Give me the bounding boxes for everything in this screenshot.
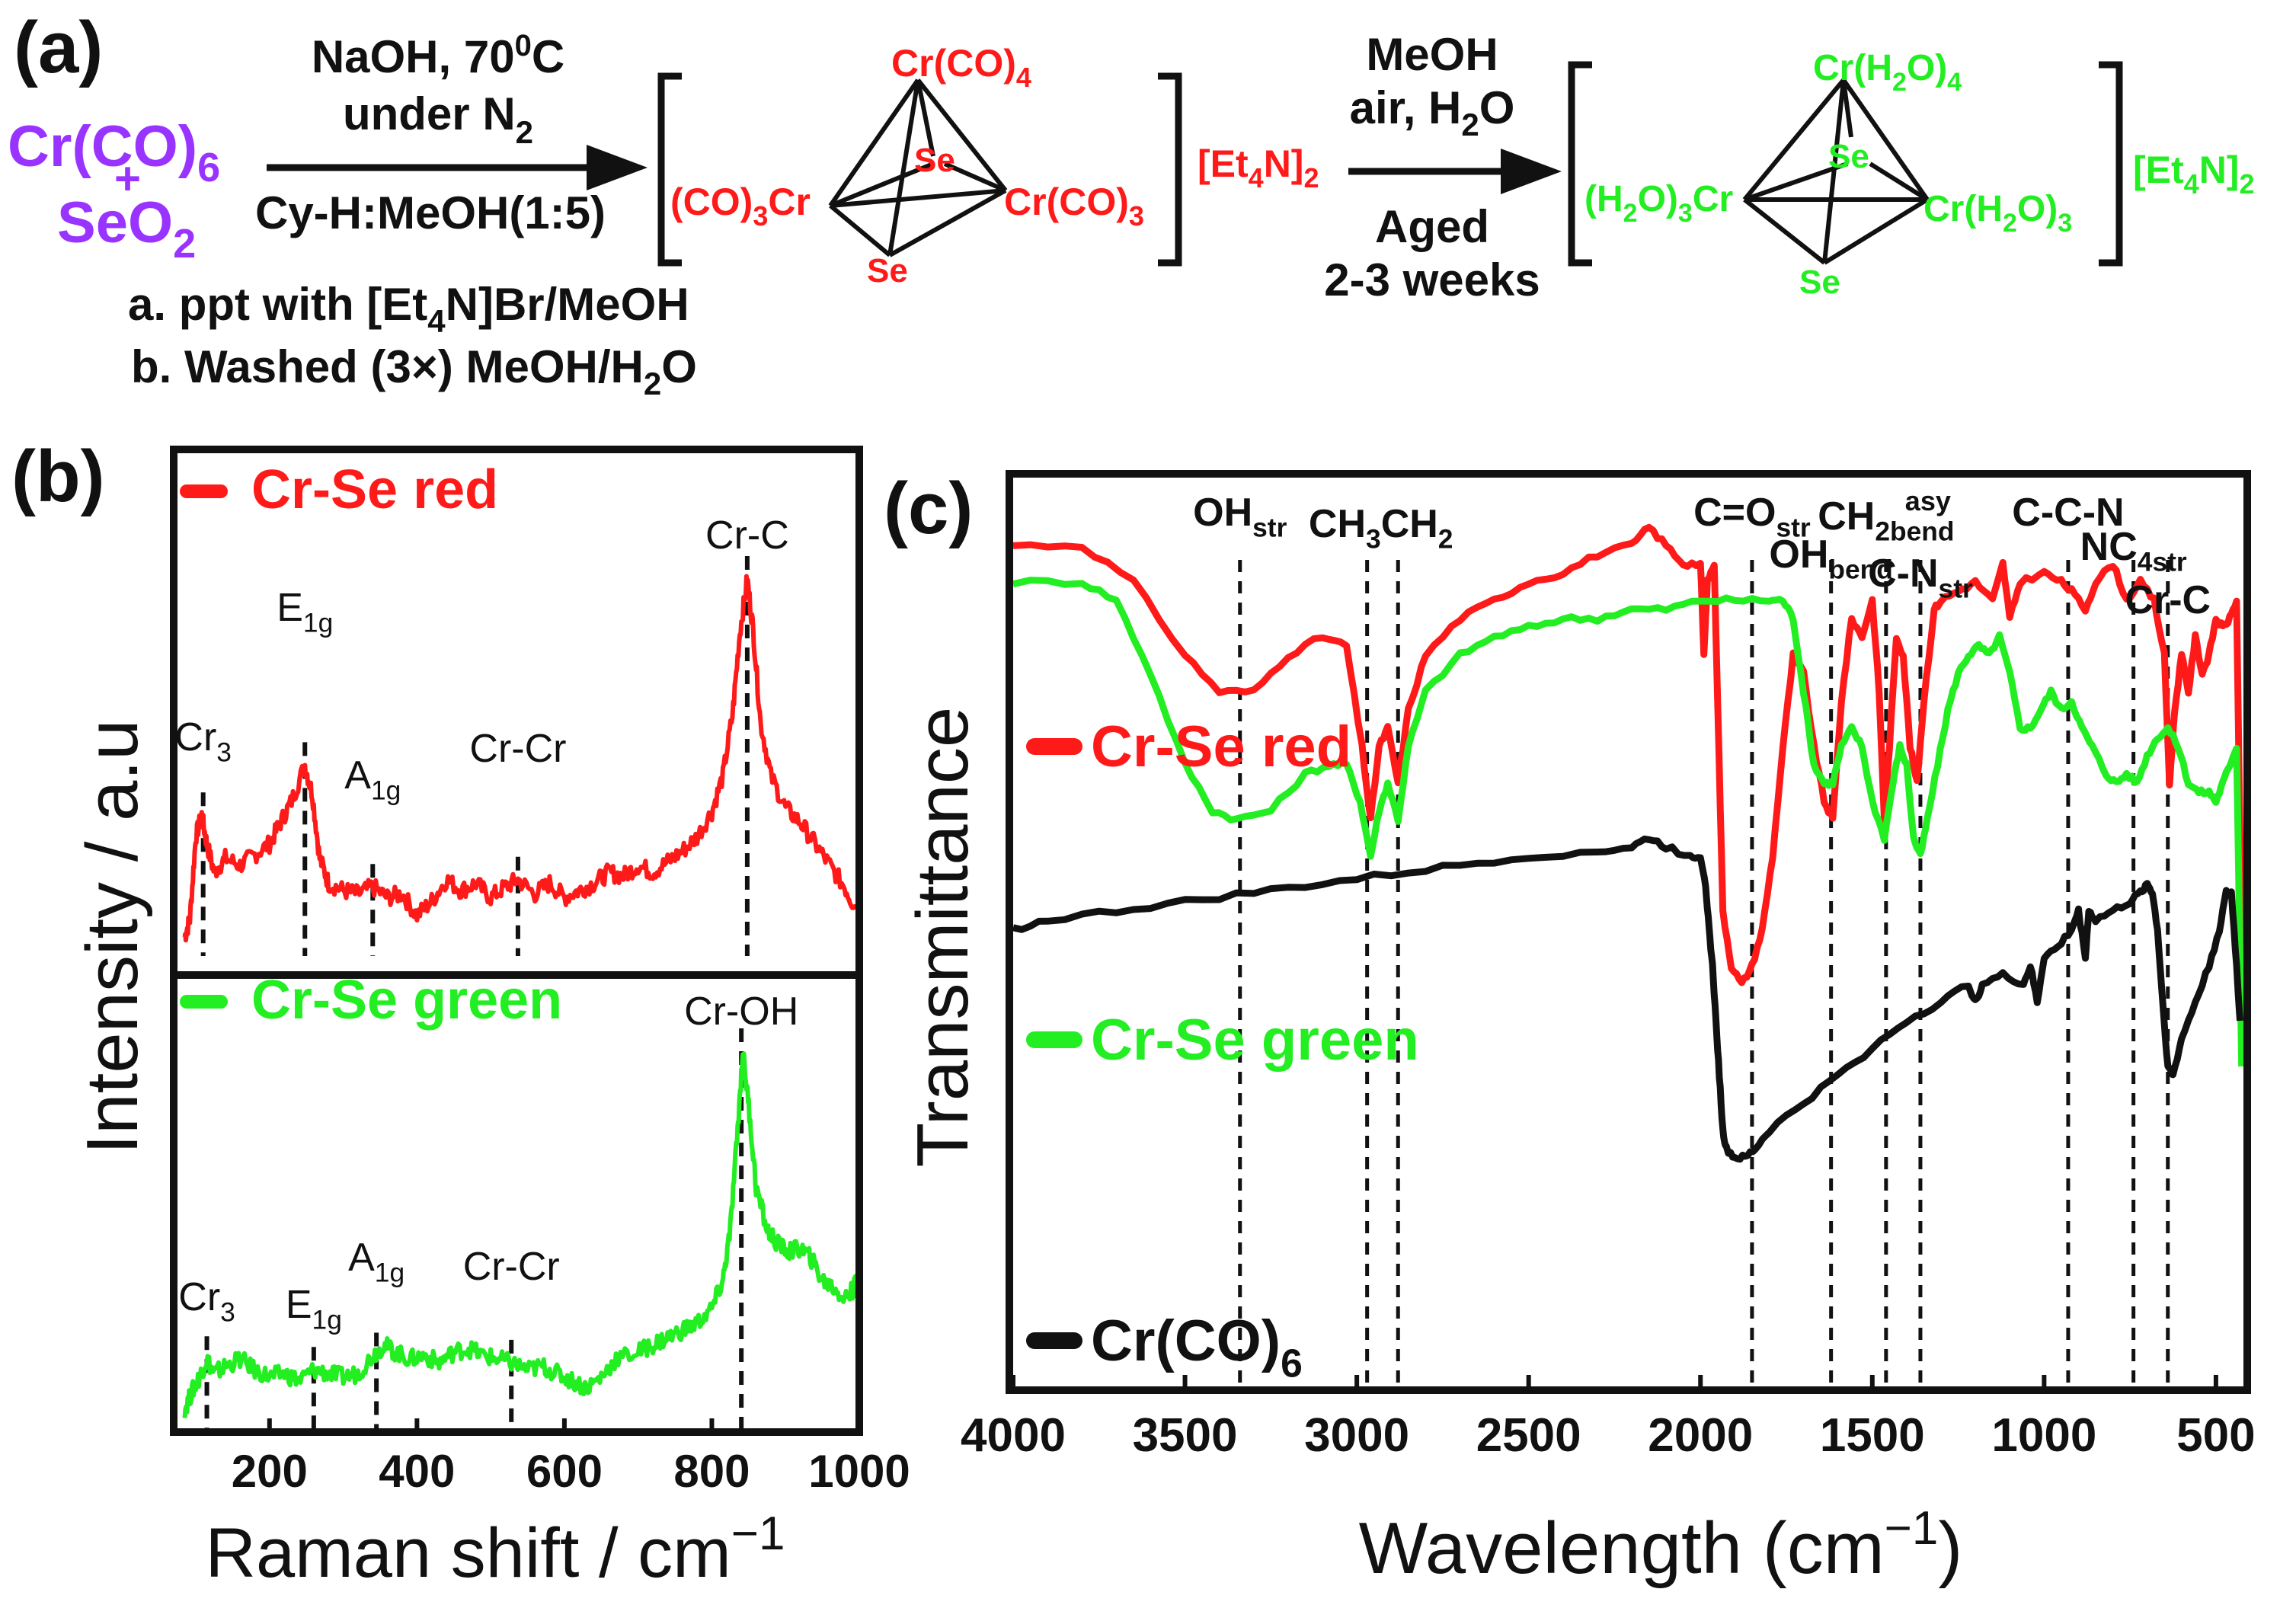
ftir-band-label: OHbend	[1769, 532, 1892, 585]
ftir-band-label-sup: asy	[1905, 485, 1951, 516]
red-complex-right-cr: Cr(CO)3	[1004, 181, 1144, 232]
raman-peak-label: Cr-C	[705, 513, 789, 558]
raman-x-tick-label: 200	[232, 1446, 308, 1497]
panel-c-ftir: (c) Transmittance Wavelength (cm−1) Cr-S…	[884, 468, 2256, 1589]
raman-peak-label: Cr-OH	[684, 990, 798, 1034]
reaction-arrow-1	[267, 145, 648, 190]
green-complex-left-cr: (H2O)3Cr	[1584, 179, 1733, 228]
red-complex-bracket-left	[657, 72, 682, 267]
ftir-x-axis-label: Wavelength (cm−1)	[1359, 1502, 1963, 1589]
ftir-legend-label: Cr-Se red	[1091, 715, 1351, 779]
step-b-text: b. Washed (3×) MeOH/H2O	[131, 341, 697, 401]
red-complex-counterion: [Et4N]2	[1198, 142, 1319, 193]
raman-peak-label: Cr-Cr	[469, 727, 566, 771]
panel-c-label: (c)	[884, 468, 973, 549]
red-complex-se-bottom: Se	[867, 252, 908, 289]
arrow1-condition-temp: NaOH, 700C	[312, 29, 564, 82]
green-complex-bracket-left	[1568, 61, 1592, 267]
red-complex-left-cr: (CO)3Cr	[670, 181, 811, 232]
ftir-y-axis-label: Transmittance	[902, 707, 983, 1168]
raman-peak-label: E1g	[277, 586, 333, 638]
ftir-band-label: C-C-N	[2012, 491, 2124, 535]
raman-peak-label: Cr-Cr	[463, 1245, 560, 1289]
step-a-text: a. ppt with [Et4N]Br/MeOH	[128, 279, 689, 339]
raman-y-axis-label: Intensity / a.u	[72, 720, 153, 1155]
ftir-band-label: C=Ostr	[1693, 491, 1811, 543]
green-complex-counterion: [Et4N]2	[2133, 149, 2254, 200]
ftir-x-tick-label: 3000	[1304, 1409, 1409, 1462]
raman-legend-label: Cr-Se green	[251, 970, 562, 1031]
reactant-cr-co6: Cr(CO)6	[8, 114, 220, 190]
reactant-seo2: SeO2	[57, 190, 196, 267]
ftir-x-tick-label: 2000	[1648, 1409, 1753, 1462]
ftir-band-label: CH3CH2	[1309, 502, 1453, 555]
plus-sign: +	[114, 153, 141, 204]
ftir-x-tick-label: 4000	[961, 1409, 1066, 1462]
red-complex-bonds	[828, 78, 1008, 257]
ftir-legend-label: Cr-Se green	[1091, 1008, 1419, 1073]
red-complex-bracket-right	[1158, 72, 1182, 267]
green-complex-top-cr: Cr(H2O)4	[1813, 48, 1962, 97]
ftir-x-tick-label: 500	[2176, 1409, 2255, 1462]
raman-legend-label: Cr-Se red	[251, 459, 498, 520]
arrow2-air-water: air, H2O	[1350, 82, 1515, 142]
ftir-series-line	[1012, 577, 2246, 1067]
ftir-band-label: C-Nstr	[1868, 552, 1973, 604]
raman-x-tick-label: 600	[526, 1446, 603, 1497]
raman-peak-label: A1g	[344, 753, 401, 806]
arrow1-condition-atmosphere: under N2	[343, 88, 533, 150]
ftir-band-label: OHstr	[1193, 491, 1287, 543]
raman-peak-label: Cr3	[178, 1275, 235, 1328]
ftir-band-label: CH2bend	[1818, 494, 1954, 547]
red-complex-se-top: Se	[914, 142, 955, 179]
red-complex-top-cr: Cr(CO)4	[891, 42, 1031, 93]
raman-peak-label: A1g	[348, 1236, 405, 1288]
raman-series-line	[182, 574, 858, 943]
ftir-band-label: Cr-C	[2125, 578, 2211, 622]
ftir-x-tick-label: 1000	[1991, 1409, 2096, 1462]
reaction-arrow-2	[1348, 149, 1562, 194]
panel-b-raman: (b) Intensity / a.u Raman shift / cm−1 C…	[11, 436, 910, 1592]
ftir-frame	[1006, 470, 2251, 1394]
arrow2-duration: 2-3 weeks	[1324, 254, 1540, 305]
ftir-x-tick-label: 3500	[1133, 1409, 1238, 1462]
raman-peak-label: E1g	[286, 1283, 342, 1335]
ftir-series-line	[1012, 835, 2243, 1163]
ftir-legend-label: Cr(CO)6	[1091, 1309, 1303, 1385]
raman-x-tick-label: 1000	[808, 1446, 910, 1497]
arrow2-aged: Aged	[1375, 201, 1489, 252]
green-complex-se-bottom: Se	[1799, 264, 1840, 301]
raman-x-axis-label: Raman shift / cm−1	[206, 1507, 785, 1592]
ftir-x-tick-label: 1500	[1820, 1409, 1925, 1462]
green-complex-bracket-right	[2099, 61, 2123, 267]
raman-series-line	[182, 1051, 860, 1418]
raman-bottom-frame	[170, 971, 863, 1436]
ftir-band-label: NC4str	[2080, 525, 2187, 577]
arrow1-solvent: Cy-H:MeOH(1:5)	[255, 187, 606, 238]
panel-a-label: (a)	[14, 7, 103, 88]
green-complex-right-cr: Cr(H2O)3	[1923, 189, 2072, 238]
ftir-x-tick-label: 2500	[1476, 1409, 1581, 1462]
raman-peak-label: Cr3	[174, 715, 232, 768]
green-complex-se-top: Se	[1828, 138, 1869, 175]
panel-b-label: (b)	[11, 436, 105, 517]
raman-x-tick-label: 400	[379, 1446, 455, 1497]
arrow2-solvent: MeOH	[1366, 29, 1498, 80]
green-complex-bonds	[1742, 78, 1930, 265]
panel-a-scheme: (a) Cr(CO)6 + SeO2 NaOH, 700C under N2 C…	[8, 7, 2254, 401]
raman-x-tick-label: 800	[673, 1446, 750, 1497]
